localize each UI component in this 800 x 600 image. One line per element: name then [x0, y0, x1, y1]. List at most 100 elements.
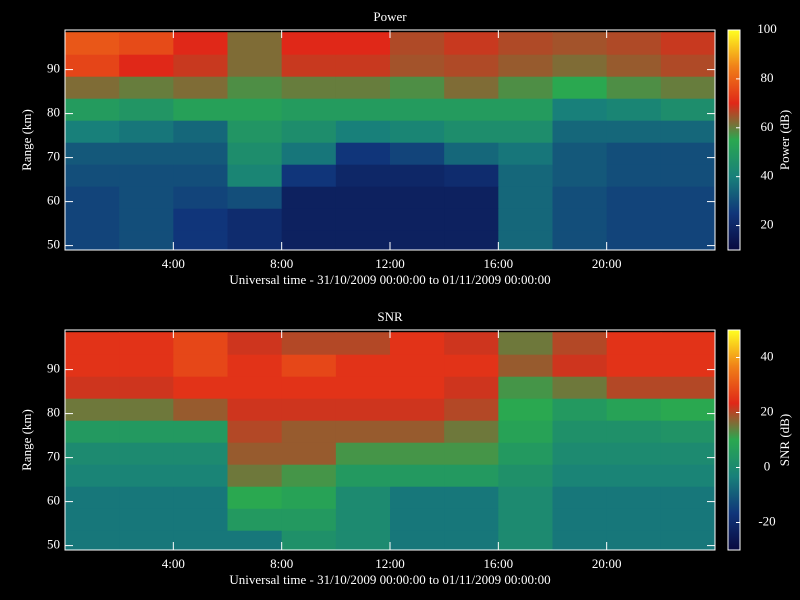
heatmap-cell — [606, 420, 662, 443]
heatmap-cell — [498, 230, 553, 250]
heatmap-cell — [444, 98, 499, 121]
heatmap-cell — [119, 142, 174, 165]
heatmap-cell — [65, 508, 120, 531]
heatmap-cell — [552, 376, 608, 399]
colorbar-label: Power (dB) — [777, 110, 792, 170]
heatmap-cell — [390, 142, 445, 165]
heatmap-cell — [444, 120, 499, 143]
heatmap-cell — [227, 354, 283, 377]
heatmap-cell — [335, 420, 391, 443]
heatmap-cell — [119, 420, 174, 443]
heatmap-cell — [390, 98, 445, 121]
heatmap-cell — [281, 142, 337, 165]
heatmap-cell — [281, 98, 337, 121]
heatmap-cell — [227, 464, 283, 487]
heatmap-cell — [444, 354, 499, 377]
heatmap-cell — [606, 230, 662, 250]
colorbar-tick-label: 20 — [761, 217, 774, 232]
heatmap-cell — [281, 486, 337, 509]
x-tick-label: 20:00 — [592, 256, 622, 271]
colorbar-tick-label: 0 — [764, 458, 771, 473]
y-axis-label: Range (km) — [19, 109, 34, 171]
heatmap-cell — [335, 120, 391, 143]
heatmap-cell — [335, 332, 391, 355]
heatmap-cell — [119, 354, 174, 377]
heatmap-cell — [335, 54, 391, 77]
heatmap-cell — [498, 398, 553, 421]
heatmap-cell — [281, 164, 337, 187]
heatmap-cell — [65, 376, 120, 399]
heatmap-cell — [552, 142, 608, 165]
y-tick-label: 80 — [47, 105, 60, 120]
heatmap-cell — [390, 208, 445, 231]
heatmap-cell — [606, 398, 662, 421]
heatmap-cell — [390, 398, 445, 421]
heatmap-cell — [335, 442, 391, 465]
heatmap-cell — [444, 508, 499, 531]
heatmap-cell — [552, 32, 608, 55]
heatmap-cell — [498, 442, 553, 465]
heatmap-cell — [335, 486, 391, 509]
y-tick-label: 50 — [47, 237, 60, 252]
heatmap-cell — [444, 398, 499, 421]
heatmap-cell — [606, 508, 662, 531]
heatmap-cell — [498, 486, 553, 509]
heatmap-cell — [281, 354, 337, 377]
heatmap-cell — [227, 164, 283, 187]
heatmap-cell — [660, 332, 715, 355]
heatmap-cell — [65, 164, 120, 187]
heatmap-cell — [173, 208, 228, 231]
heatmap-cell — [335, 208, 391, 231]
heatmap-cell — [660, 230, 715, 250]
heatmap-cell — [281, 76, 337, 99]
heatmap-cell — [390, 186, 445, 209]
heatmap-cell — [65, 120, 120, 143]
heatmap-cell — [552, 54, 608, 77]
heatmap-cell — [335, 464, 391, 487]
heatmap-cell — [227, 142, 283, 165]
heatmap-cell — [660, 464, 715, 487]
heatmap-cell — [606, 376, 662, 399]
y-axis-label: Range (km) — [19, 409, 34, 471]
x-tick-label: 16:00 — [484, 556, 514, 571]
heatmap-cell — [65, 464, 120, 487]
heatmap-cell — [552, 398, 608, 421]
heatmap-cell — [660, 530, 715, 550]
heatmap-cell — [335, 98, 391, 121]
heatmap-cell — [660, 354, 715, 377]
colorbar-tick-label: 60 — [761, 119, 774, 134]
heatmap-cell — [227, 76, 283, 99]
heatmap-cell — [281, 508, 337, 531]
heatmap-cell — [444, 332, 499, 355]
y-tick-label: 90 — [47, 61, 60, 76]
heatmap-cell — [281, 208, 337, 231]
heatmap-cell — [444, 76, 499, 99]
heatmap-cell — [173, 142, 228, 165]
heatmap-cell — [552, 208, 608, 231]
heatmap-cell — [498, 32, 553, 55]
heatmap-cell — [606, 186, 662, 209]
heatmap-cell — [173, 508, 228, 531]
heatmap-cell — [552, 120, 608, 143]
heatmap-cell — [65, 530, 120, 550]
heatmap — [65, 332, 715, 550]
heatmap-cell — [606, 486, 662, 509]
heatmap-cell — [552, 486, 608, 509]
heatmap-cell — [444, 164, 499, 187]
heatmap-cell — [444, 464, 499, 487]
heatmap-cell — [173, 354, 228, 377]
heatmap-cell — [390, 354, 445, 377]
heatmap-cell — [498, 120, 553, 143]
heatmap-cell — [390, 164, 445, 187]
heatmap-cell — [65, 486, 120, 509]
heatmap-cell — [119, 76, 174, 99]
heatmap-cell — [65, 54, 120, 77]
heatmap-cell — [660, 508, 715, 531]
heatmap-cell — [281, 530, 337, 550]
heatmap-cell — [173, 186, 228, 209]
heatmap-cell — [498, 76, 553, 99]
heatmap-cell — [606, 442, 662, 465]
heatmap-cell — [65, 354, 120, 377]
colorbar — [727, 329, 741, 551]
